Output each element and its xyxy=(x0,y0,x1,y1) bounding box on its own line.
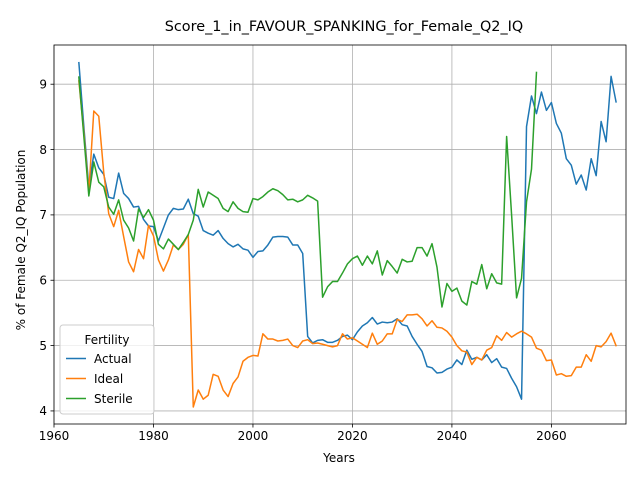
y-axis-label: % of Female Q2_IQ Population xyxy=(14,150,28,331)
x-tick-label: 2000 xyxy=(238,429,269,443)
legend-label-sterile: Sterile xyxy=(94,392,133,406)
series-lines xyxy=(78,61,618,408)
series-line-ideal xyxy=(78,80,618,408)
legend-label-ideal: Ideal xyxy=(94,372,123,386)
legend-label-actual: Actual xyxy=(94,352,132,366)
x-tick-label: 1980 xyxy=(138,429,169,443)
series-line-actual xyxy=(78,61,617,400)
y-tick-label: 9 xyxy=(39,78,47,92)
series-line-sterile xyxy=(78,71,538,308)
x-axis-ticks: 1960 1980 2000 2020 2040 2060 xyxy=(39,424,567,443)
plot-area-frame xyxy=(53,44,627,425)
y-tick-label: 7 xyxy=(39,208,47,222)
y-tick-label: 6 xyxy=(39,274,47,288)
y-tick-label: 5 xyxy=(39,339,47,353)
x-tick-label: 2020 xyxy=(337,429,368,443)
legend-box xyxy=(59,324,155,415)
y-tick-label: 4 xyxy=(39,404,47,418)
x-tick-label: 1960 xyxy=(39,429,70,443)
y-tick-label: 8 xyxy=(39,143,47,157)
y-axis-ticks: 4 5 6 7 8 9 xyxy=(39,78,54,418)
x-tick-label: 2060 xyxy=(536,429,567,443)
x-axis-label: Years xyxy=(322,451,355,465)
legend: Fertility Actual Ideal Sterile xyxy=(59,324,155,415)
chart-title: Score_1_in_FAVOUR_SPANKING_for_Female_Q2… xyxy=(165,19,523,35)
legend-title: Fertility xyxy=(84,333,129,347)
x-tick-label: 2040 xyxy=(437,429,468,443)
